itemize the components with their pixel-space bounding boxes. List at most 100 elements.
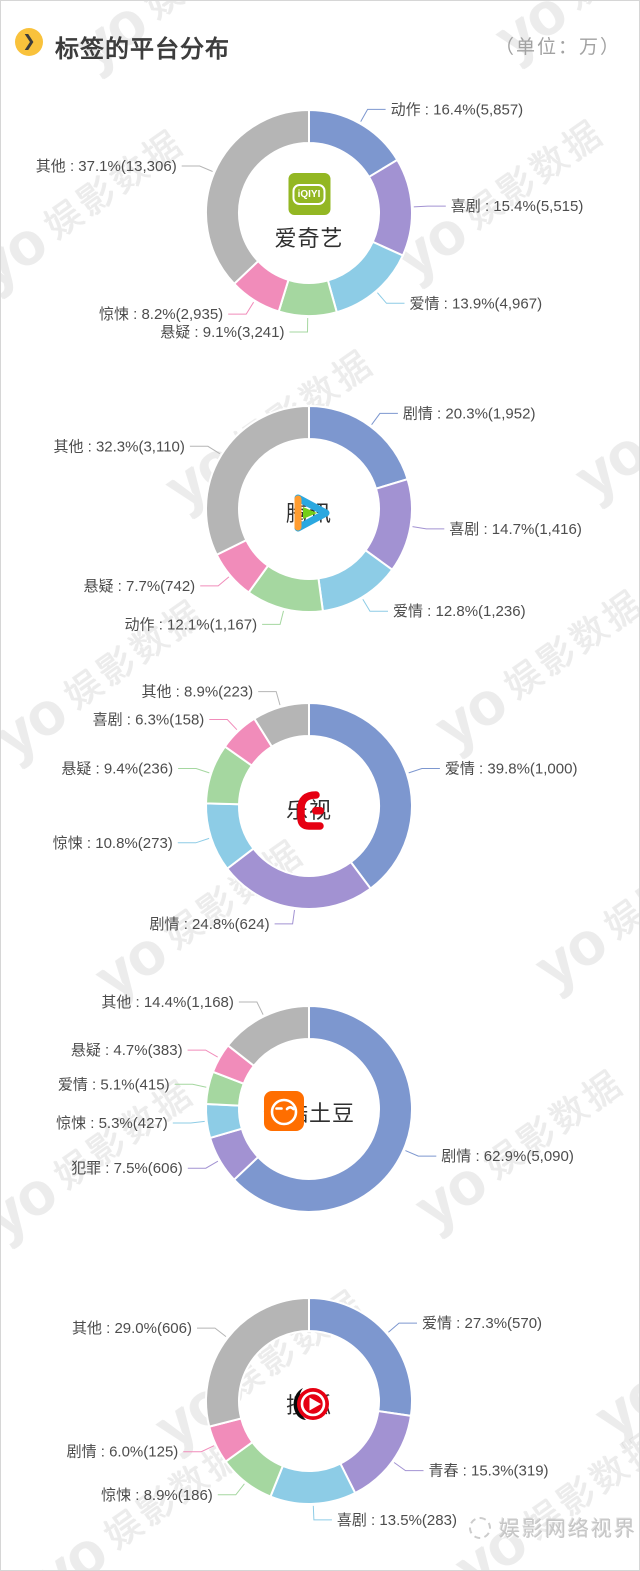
leader-line-喜剧: [412, 526, 445, 530]
chart-center-letv: 乐视: [286, 787, 332, 830]
leader-line-悬疑: [178, 768, 210, 774]
slice-label-惊悚: 惊悚 : 8.9%(186): [101, 1487, 213, 1504]
slice-剧情: [225, 847, 372, 910]
chart-center-tencent: 腾讯: [286, 490, 332, 532]
donut-chart-letv: 爱情 : 39.8%(1,000) 剧情 : 24.8%(624) 惊悚 : 10.…: [1, 673, 639, 945]
donut-chart-youkutudou: 剧情 : 62.9%(5,090) 犯罪 : 7.5%(606) 惊悚 : 5.3%…: [1, 976, 639, 1248]
slice-label-其他: 其他 : 37.1%(13,306): [36, 158, 177, 175]
slice-label-剧情: 剧情 : 20.3%(1,952): [403, 405, 536, 422]
leader-line-剧情: [183, 1445, 215, 1453]
slice-其他: [205, 404, 310, 557]
slice-label-剧情: 剧情 : 6.0%(125): [67, 1444, 179, 1461]
donut-chart-tencent: 剧情 : 20.3%(1,952) 喜剧 : 14.7%(1,416) 爱情 : 1…: [1, 386, 639, 648]
iqiyi-logo-icon: iQIYI: [287, 173, 330, 215]
slice-label-惊悚: 惊悚 : 10.8%(273): [53, 835, 173, 852]
slice-label-爱情: 爱情 : 27.3%(570): [422, 1315, 542, 1332]
slice-label-动作: 动作 : 16.4%(5,857): [391, 101, 524, 118]
leader-line-喜剧: [209, 719, 238, 731]
tudou-logo-icon: [263, 1091, 304, 1131]
leader-line-动作: [360, 108, 386, 122]
slice-label-其他: 其他 : 8.9%(223): [141, 684, 253, 701]
slice-爱情: [308, 701, 413, 890]
donut-svg-sohu: 爱情 : 27.3%(570) 青春 : 15.3%(319) 喜剧 : 13.5%…: [67, 1296, 549, 1529]
chart-center-youkutudou: 优酷土豆: [263, 1090, 355, 1131]
leader-line-其他: [181, 165, 213, 172]
leader-line-其他: [197, 1327, 227, 1337]
slice-label-悬疑: 悬疑 : 9.1%(3,241): [160, 324, 284, 341]
slice-label-青春: 青春 : 15.3%(319): [429, 1463, 549, 1480]
platform-name: 爱奇艺: [274, 226, 344, 251]
slice-青春: [339, 1409, 413, 1495]
leader-line-惊悚: [217, 1483, 245, 1496]
leader-line-悬疑: [200, 576, 230, 587]
leader-line-青春: [393, 1462, 424, 1472]
leader-line-悬疑: [289, 317, 309, 333]
leader-line-爱情: [377, 292, 405, 304]
footer-watermark-text: 娱影网络视界: [499, 1518, 637, 1541]
slice-label-惊悚: 惊悚 : 5.3%(427): [56, 1115, 168, 1132]
donut-chart-sohu: 爱情 : 27.3%(570) 青春 : 15.3%(319) 喜剧 : 13.5%…: [1, 1289, 639, 1539]
leader-line-其他: [238, 1001, 264, 1015]
slice-label-悬疑: 悬疑 : 9.4%(236): [61, 761, 173, 778]
unit-note: （单位：万）: [494, 37, 621, 58]
slice-label-剧情: 剧情 : 24.8%(624): [150, 916, 270, 933]
slice-label-喜剧: 喜剧 : 13.5%(283): [337, 1512, 457, 1529]
leader-line-剧情: [274, 909, 295, 925]
slice-其他: [205, 108, 310, 286]
header: ❯ 标签的平台分布 （单位：万）: [1, 1, 639, 71]
slice-label-其他: 其他 : 29.0%(606): [72, 1320, 192, 1337]
slice-label-爱情: 爱情 : 5.1%(415): [58, 1076, 170, 1093]
leader-line-悬疑: [187, 1049, 218, 1058]
tencent-video-logo-icon: [294, 494, 330, 532]
leader-line-爱情: [388, 1322, 417, 1333]
chevron-bullet-icon: ❯: [15, 28, 43, 56]
page-title: 标签的平台分布: [55, 36, 230, 63]
slice-label-其他: 其他 : 32.3%(3,110): [53, 438, 184, 455]
leader-line-剧情: [405, 1150, 437, 1157]
slice-label-惊悚: 惊悚 : 8.2%(2,935): [99, 306, 223, 323]
leader-line-惊悚: [177, 837, 210, 844]
slice-剧情: [308, 404, 409, 490]
leader-line-惊悚: [228, 301, 255, 315]
sohu-video-logo-icon: [293, 1388, 329, 1420]
slice-其他: [226, 1004, 310, 1068]
footer-watermark: 娱影网络视界: [469, 1513, 637, 1543]
leader-line-犯罪: [187, 1160, 219, 1169]
slice-label-动作: 动作 : 12.1%(1,167): [125, 616, 258, 633]
leader-line-剧情: [371, 412, 398, 425]
leader-line-动作: [262, 610, 284, 625]
donut-svg-letv: 爱情 : 39.8%(1,000) 剧情 : 24.8%(624) 惊悚 : 10.…: [53, 684, 578, 933]
slice-label-犯罪: 犯罪 : 7.5%(606): [71, 1160, 183, 1177]
donut-svg-iqiyi: 动作 : 16.4%(5,857) 喜剧 : 15.4%(5,515) 爱情 : 1…: [36, 101, 584, 341]
slice-label-爱情: 爱情 : 13.9%(4,967): [410, 295, 543, 312]
slice-喜剧: [269, 1462, 357, 1506]
leader-line-爱情: [362, 598, 388, 612]
leader-line-惊悚: [172, 1120, 205, 1124]
slice-其他: [205, 1296, 310, 1428]
slice-label-喜剧: 喜剧 : 14.7%(1,416): [449, 521, 582, 538]
slice-label-喜剧: 喜剧 : 15.4%(5,515): [451, 198, 584, 215]
slice-其他: [252, 701, 310, 749]
slice-label-剧情: 剧情 : 62.9%(5,090): [441, 1148, 574, 1165]
slice-喜剧: [367, 158, 413, 257]
slice-label-爱情: 爱情 : 39.8%(1,000): [445, 761, 578, 778]
chart-center-sohu: 搜狐: [286, 1382, 332, 1420]
slice-剧情: [232, 1004, 413, 1213]
slice-label-爱情: 爱情 : 12.8%(1,236): [393, 603, 526, 620]
footer-logo-icon: [469, 1517, 491, 1539]
slice-label-喜剧: 喜剧 : 6.3%(158): [93, 712, 205, 729]
leader-line-爱情: [174, 1083, 207, 1088]
donut-svg-youkutudou: 剧情 : 62.9%(5,090) 犯罪 : 7.5%(606) 惊悚 : 5.3%…: [56, 994, 574, 1213]
leader-line-其他: [258, 691, 281, 706]
leader-line-爱情: [408, 768, 440, 774]
leader-line-喜剧: [312, 1505, 332, 1521]
donut-svg-tencent: 剧情 : 20.3%(1,952) 喜剧 : 14.7%(1,416) 爱情 : 1…: [53, 404, 582, 633]
donut-chart-iqiyi: 动作 : 16.4%(5,857) 喜剧 : 15.4%(5,515) 爱情 : 1…: [1, 89, 639, 351]
leader-line-其他: [189, 445, 221, 455]
slice-label-悬疑: 悬疑 : 7.7%(742): [83, 578, 195, 595]
chart-center-iqiyi: iQIYI 爱奇艺: [274, 173, 343, 253]
letv-logo-icon: [297, 791, 324, 830]
slice-label-其他: 其他 : 14.4%(1,168): [101, 994, 234, 1011]
slice-label-悬疑: 悬疑 : 4.7%(383): [71, 1042, 183, 1059]
